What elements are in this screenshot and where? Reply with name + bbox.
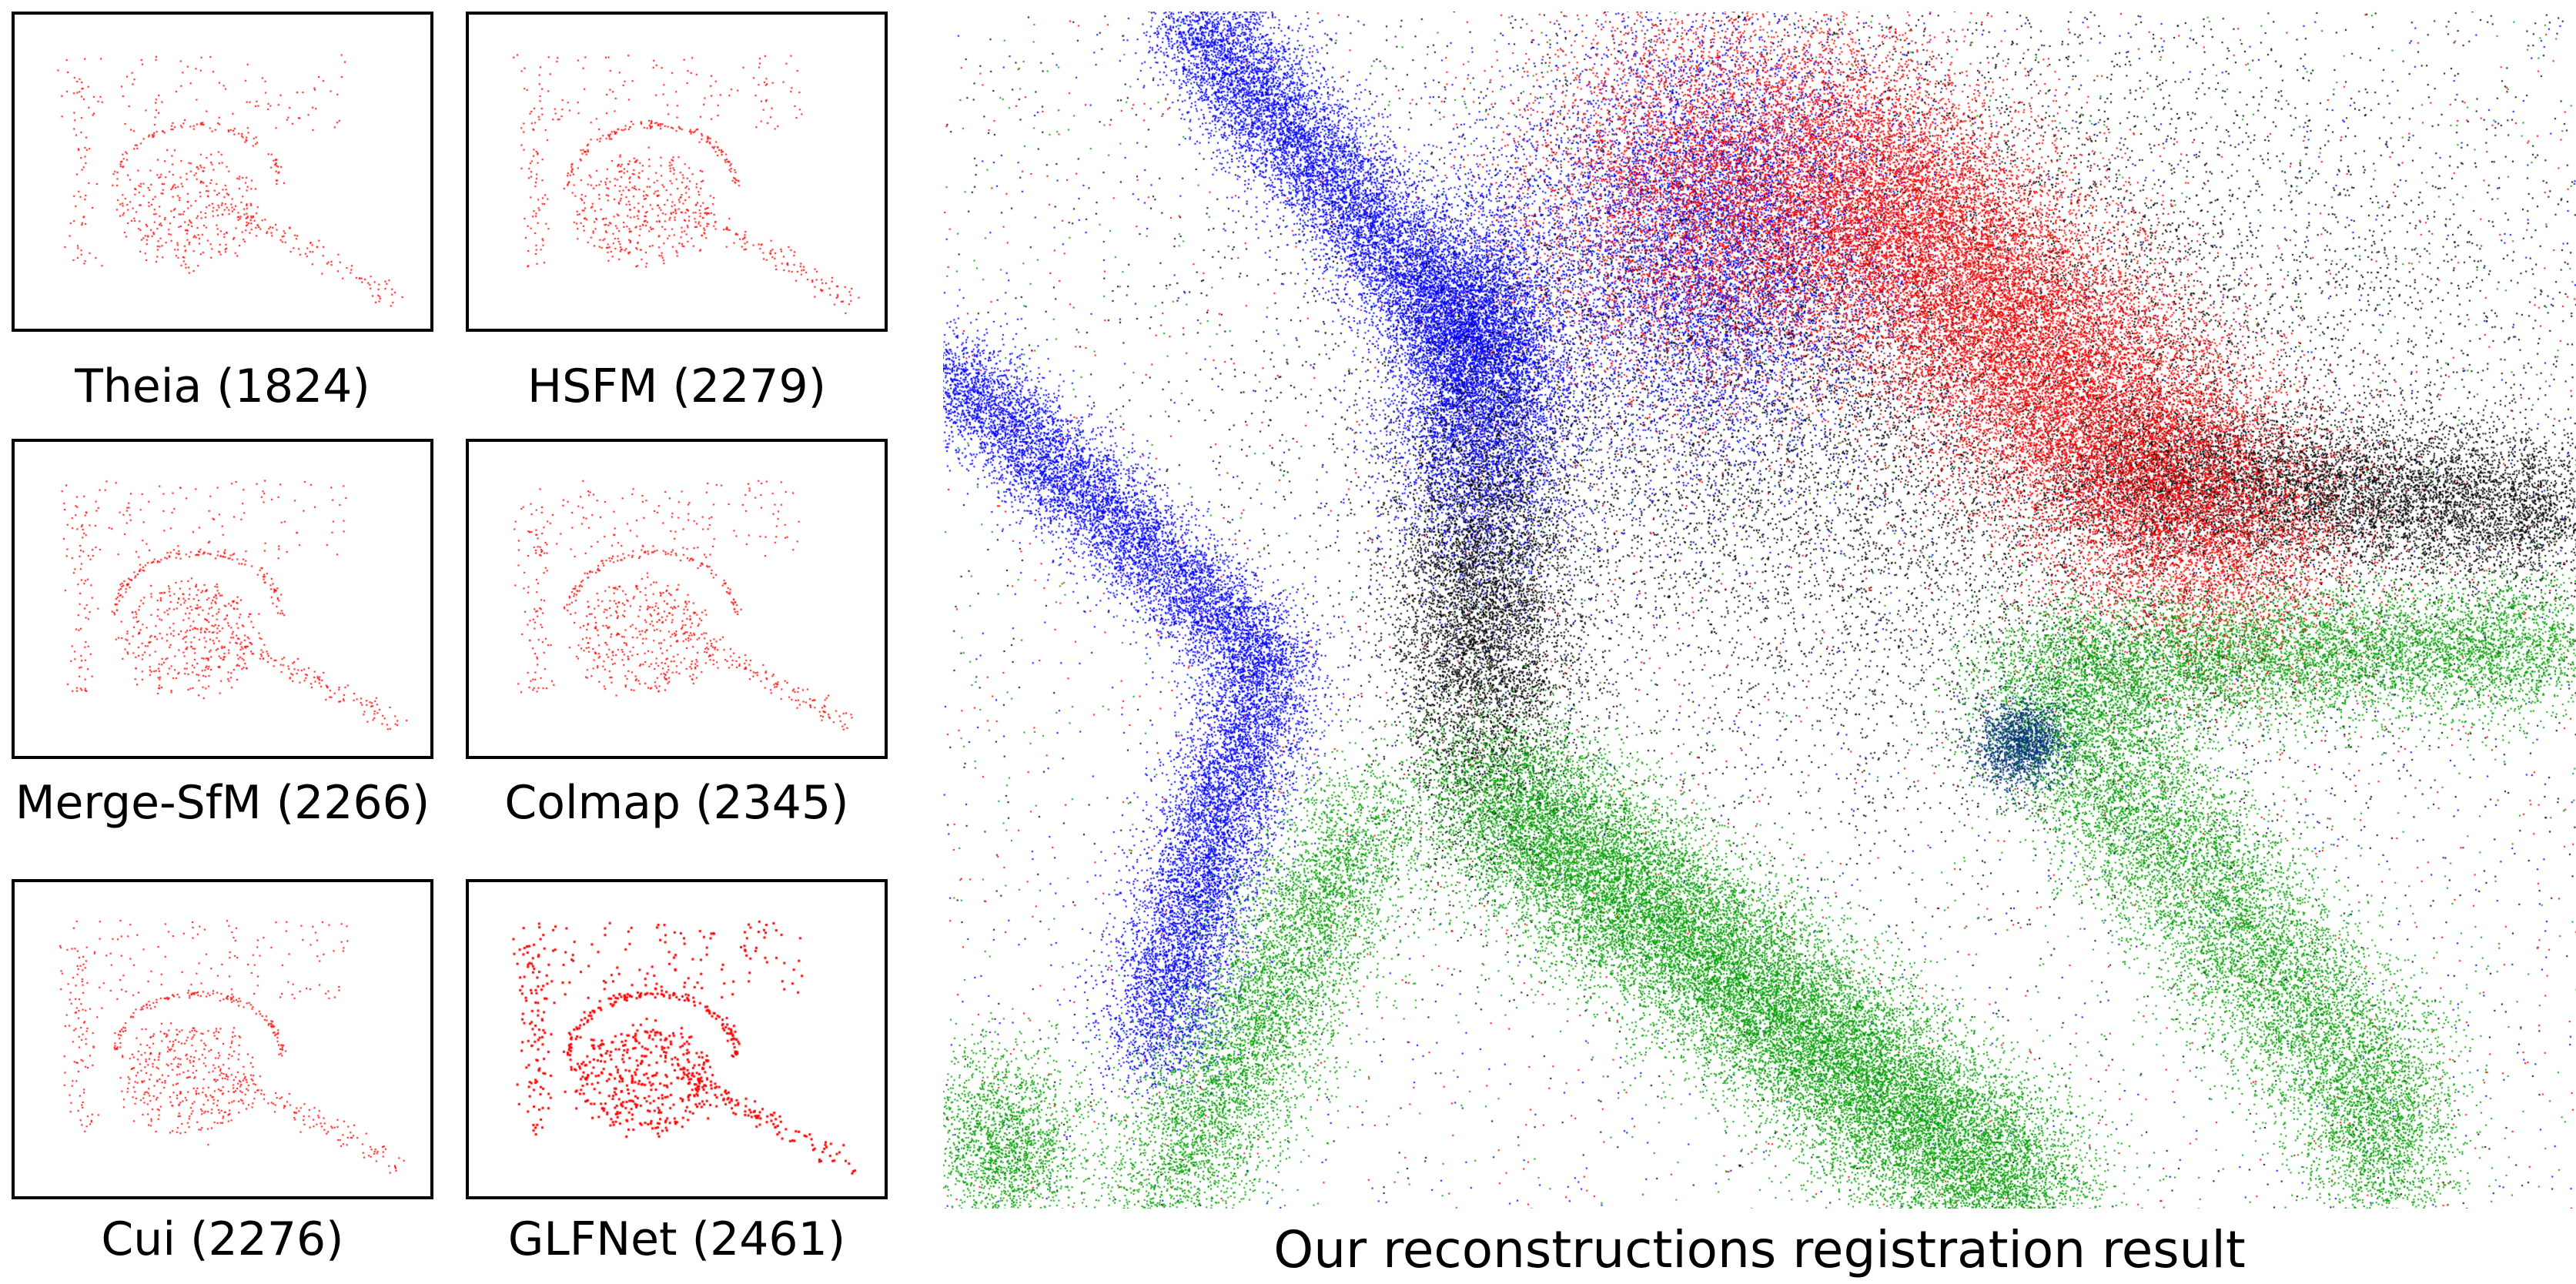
panel-cui: [12, 879, 433, 1199]
panel-hsfm: [466, 12, 888, 332]
point-cloud-glfnet: [469, 882, 885, 1196]
point-cloud-theia: [15, 15, 430, 329]
caption-theia: Theia (1824): [75, 359, 370, 413]
caption-merge-sfm: Merge-SfM (2266): [15, 776, 430, 830]
caption-glfnet: GLFNet (2461): [507, 1212, 846, 1266]
point-cloud-cui: [15, 882, 430, 1196]
caption-cui: Cui (2276): [101, 1212, 344, 1266]
panel-theia: [12, 12, 433, 332]
panel-colmap: [466, 439, 888, 759]
point-cloud-hsfm: [469, 15, 885, 329]
panel-glfnet: [466, 879, 888, 1199]
point-cloud-colmap: [469, 442, 885, 756]
panel-merge-sfm: [12, 439, 433, 759]
point-cloud-merge-sfm: [15, 442, 430, 756]
registration-point-cloud: [943, 12, 2576, 1209]
registration-caption: Our reconstructions registration result: [1273, 1220, 2246, 1279]
caption-colmap: Colmap (2345): [504, 776, 849, 830]
caption-hsfm: HSFM (2279): [527, 359, 827, 413]
